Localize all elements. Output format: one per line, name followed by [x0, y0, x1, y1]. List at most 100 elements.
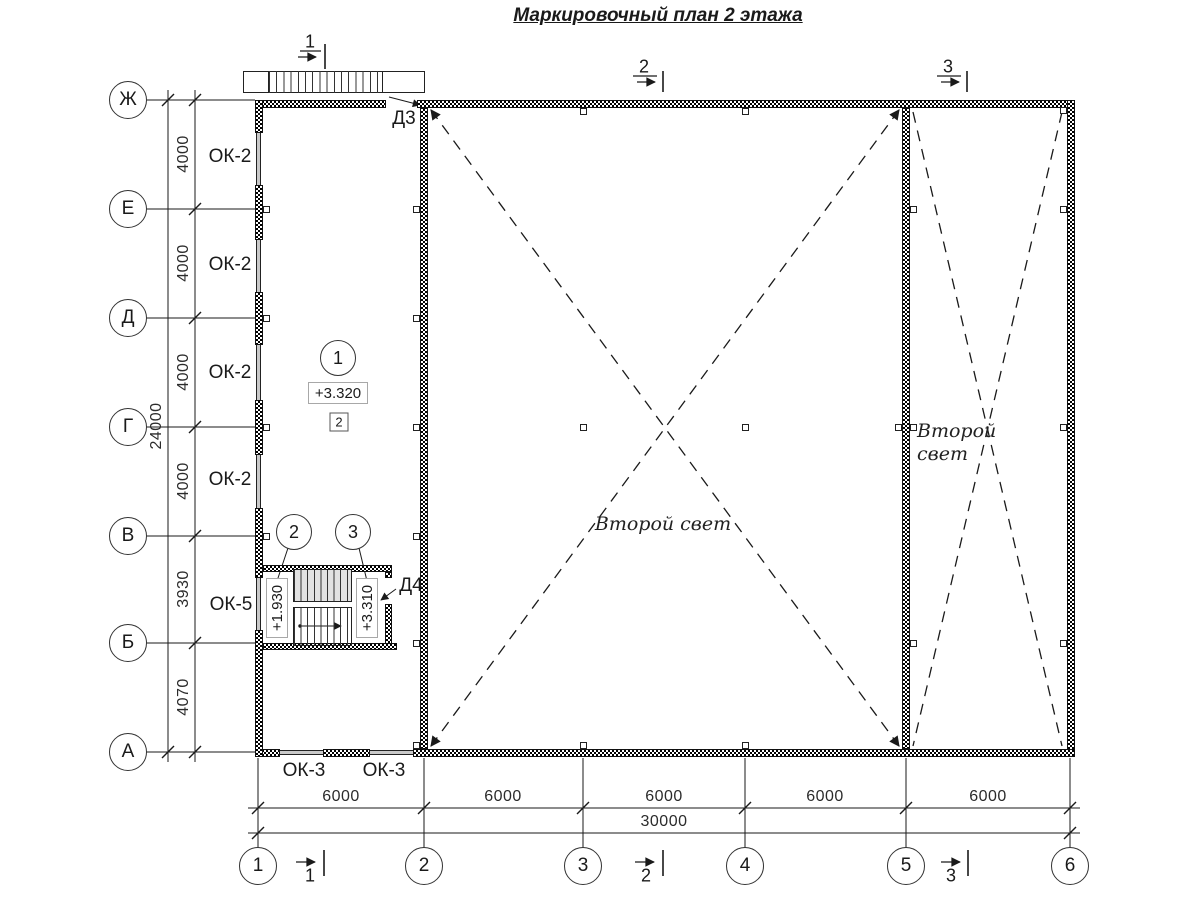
wall-tie-marker: [263, 533, 270, 540]
column-marker: [742, 424, 749, 431]
elevation-value: +3.320: [314, 384, 362, 402]
column-marker: [580, 108, 587, 115]
dim-left: 4000: [175, 353, 192, 391]
dimension-ticks: [161, 93, 1077, 840]
node-marker-2: 2: [276, 514, 312, 550]
wall-tie-marker: [1060, 206, 1067, 213]
top-wall-right-segment: [417, 100, 1075, 108]
row-axis-label: Ж: [119, 89, 137, 110]
row-axis-label: А: [121, 741, 135, 762]
wall-tie-marker: [263, 315, 270, 322]
wall-tie-marker: [263, 206, 270, 213]
row-axis-label: В: [121, 525, 135, 546]
left-wall-pier: [255, 292, 263, 345]
elevation-stair-upper: +3.310: [356, 578, 378, 638]
row-axis-bubble: Б: [109, 624, 147, 662]
window-ok2-2: [256, 240, 261, 292]
void-cross-main: [430, 109, 900, 747]
dim-left-total: 24000: [148, 402, 165, 450]
column-marker: [742, 742, 749, 749]
col-axis-label: 6: [1064, 855, 1076, 876]
col-axis-bubble: 1: [239, 847, 277, 885]
column-marker: [580, 742, 587, 749]
second-light-label-main: Второй свет: [594, 513, 732, 535]
elevation-stair-lower: +1.930: [266, 578, 288, 638]
wall-tie-marker: [910, 640, 917, 647]
exterior-stair-treads: [268, 71, 383, 93]
dim-bottom: 6000: [322, 788, 360, 805]
dim-left: 3930: [175, 570, 192, 608]
section-mark-3-top: 3: [942, 56, 954, 77]
section-mark-1-top: 1: [304, 31, 316, 52]
boxed-marker-2: 2: [329, 412, 349, 432]
elevation-value: +1.930: [268, 584, 286, 632]
dim-left: 4000: [175, 135, 192, 173]
column-marker: [580, 424, 587, 431]
col-axis-label: 3: [577, 855, 589, 876]
row-axis-label: Б: [121, 632, 135, 653]
row-axis-label: Д: [121, 307, 135, 328]
window-ok5: [256, 578, 261, 630]
interior-stair-upper-flight: [293, 569, 352, 602]
node-marker-1: 1: [320, 340, 356, 376]
door-leaders: [380, 96, 421, 601]
boxed-marker-label: 2: [335, 414, 343, 430]
row-axis-label: Г: [122, 416, 134, 437]
interior-stair-lower-flight: [293, 607, 352, 646]
node-marker-label: 2: [288, 521, 299, 542]
wall-tie-marker: [910, 206, 917, 213]
row-axis-bubble: А: [109, 733, 147, 771]
second-light-label-right: Второй свет: [917, 420, 996, 466]
wall-tie-marker: [895, 424, 902, 431]
col-axis-label: 4: [739, 855, 751, 876]
section-marks: [296, 44, 969, 876]
row-axis-lines: [146, 99, 255, 753]
row-axis-bubble: Е: [109, 190, 147, 228]
interior-wall-axis2: [420, 108, 428, 749]
node-leaders: [276, 547, 368, 582]
left-wall-pier: [255, 100, 263, 133]
window-label-ok5: ОК-5: [209, 594, 253, 615]
node-marker-3: 3: [335, 514, 371, 550]
door-label-d4: Д4: [399, 575, 423, 596]
window-label-ok3: ОК-3: [362, 760, 406, 781]
door-label-d3: Д3: [392, 108, 416, 129]
column-marker: [742, 108, 749, 115]
drawing-title: Маркировочный план 2 этажа: [513, 5, 803, 26]
top-wall-left-segment: [255, 100, 386, 108]
left-wall-pier: [255, 508, 263, 578]
col-axis-bubble: 3: [564, 847, 602, 885]
col-axis-bubble: 5: [887, 847, 925, 885]
wall-tie-marker: [413, 315, 420, 322]
col-axis-bubble: 2: [405, 847, 443, 885]
window-label-ok2: ОК-2: [208, 469, 252, 490]
wall-tie-marker: [1060, 640, 1067, 647]
interior-wall-axis5: [902, 108, 910, 749]
wall-tie-marker: [910, 424, 917, 431]
col-axis-bubble: 4: [726, 847, 764, 885]
left-wall-pier: [255, 400, 263, 455]
row-axis-bubble: Ж: [109, 81, 147, 119]
row-axis-bubble: Д: [109, 299, 147, 337]
elevation-floor: +3.320: [308, 382, 368, 404]
wall-tie-marker: [1060, 424, 1067, 431]
elevation-value: +3.310: [358, 584, 376, 632]
window-ok3-1: [280, 750, 323, 755]
wall-tie-marker: [413, 424, 420, 431]
dimension-lines: [167, 90, 1080, 834]
window-label-ok2: ОК-2: [208, 146, 252, 167]
row-axis-bubble: В: [109, 517, 147, 555]
dim-left: 4000: [175, 462, 192, 500]
dim-bottom: 6000: [484, 788, 522, 805]
dim-bottom-total: 30000: [640, 813, 688, 830]
dim-left: 4070: [175, 678, 192, 716]
row-axis-bubble: Г: [109, 408, 147, 446]
stair-enclosure-door-stub: [385, 572, 392, 578]
section-mark-3-bottom: 3: [945, 865, 957, 886]
dim-bottom: 6000: [645, 788, 683, 805]
section-mark-2-top: 2: [638, 56, 650, 77]
second-light-line2: свет: [917, 443, 968, 465]
window-label-ok2: ОК-2: [208, 362, 252, 383]
